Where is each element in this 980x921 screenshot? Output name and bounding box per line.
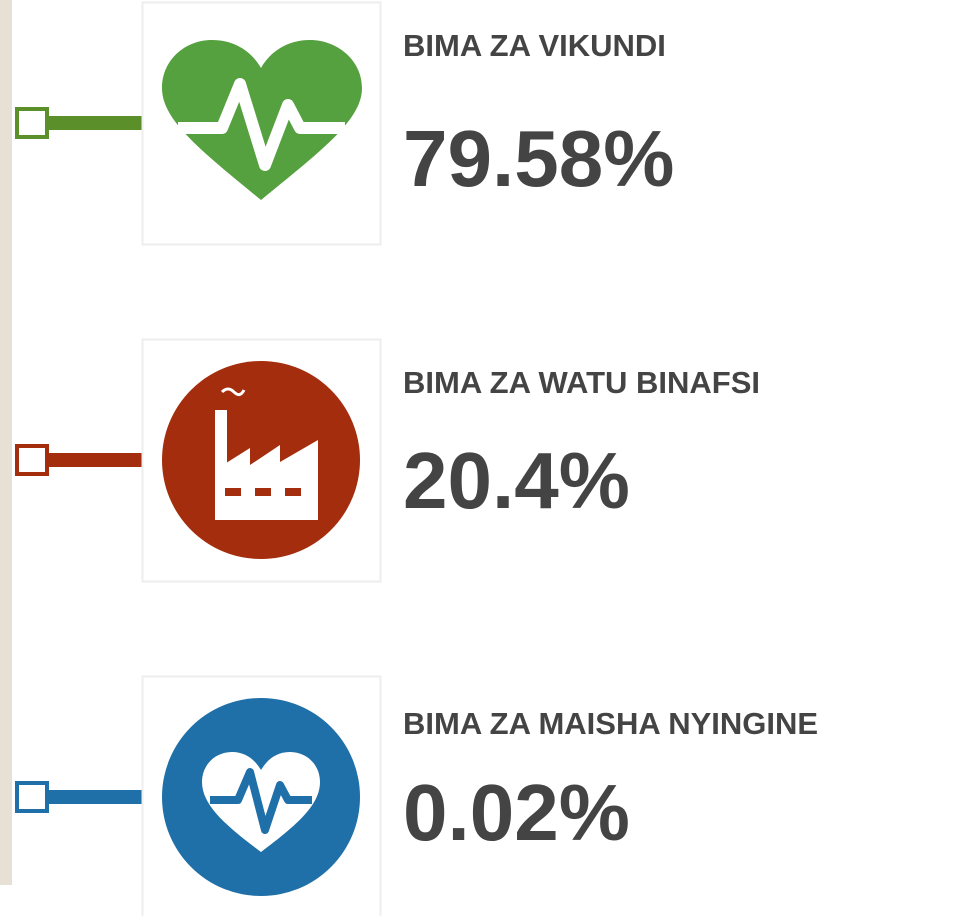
item-value: 20.4% <box>403 436 630 525</box>
connector-node <box>15 107 49 139</box>
item-value: 79.58% <box>403 114 674 203</box>
timeline-bar <box>0 0 12 885</box>
item-label: BIMA ZA MAISHA NYINGINE <box>403 706 818 741</box>
connector <box>47 790 142 804</box>
connector <box>47 453 142 467</box>
factory-icon <box>215 387 318 520</box>
connector-node <box>15 444 49 476</box>
item-label: BIMA ZA VIKUNDI <box>403 28 666 63</box>
pulse-icon <box>210 768 312 834</box>
connector-node <box>15 781 49 813</box>
item-label: BIMA ZA WATU BINAFSI <box>403 365 760 400</box>
heart-icon <box>162 40 362 200</box>
item: BIMA ZA VIKUNDI 79.58% <box>15 1 674 246</box>
item-value: 0.02% <box>403 768 630 857</box>
item: BIMA ZA WATU BINAFSI 20.4% <box>15 338 760 583</box>
connector <box>47 116 142 130</box>
pulse-icon <box>178 78 345 171</box>
item: BIMA ZA MAISHA NYINGINE 0.02% <box>15 675 818 921</box>
